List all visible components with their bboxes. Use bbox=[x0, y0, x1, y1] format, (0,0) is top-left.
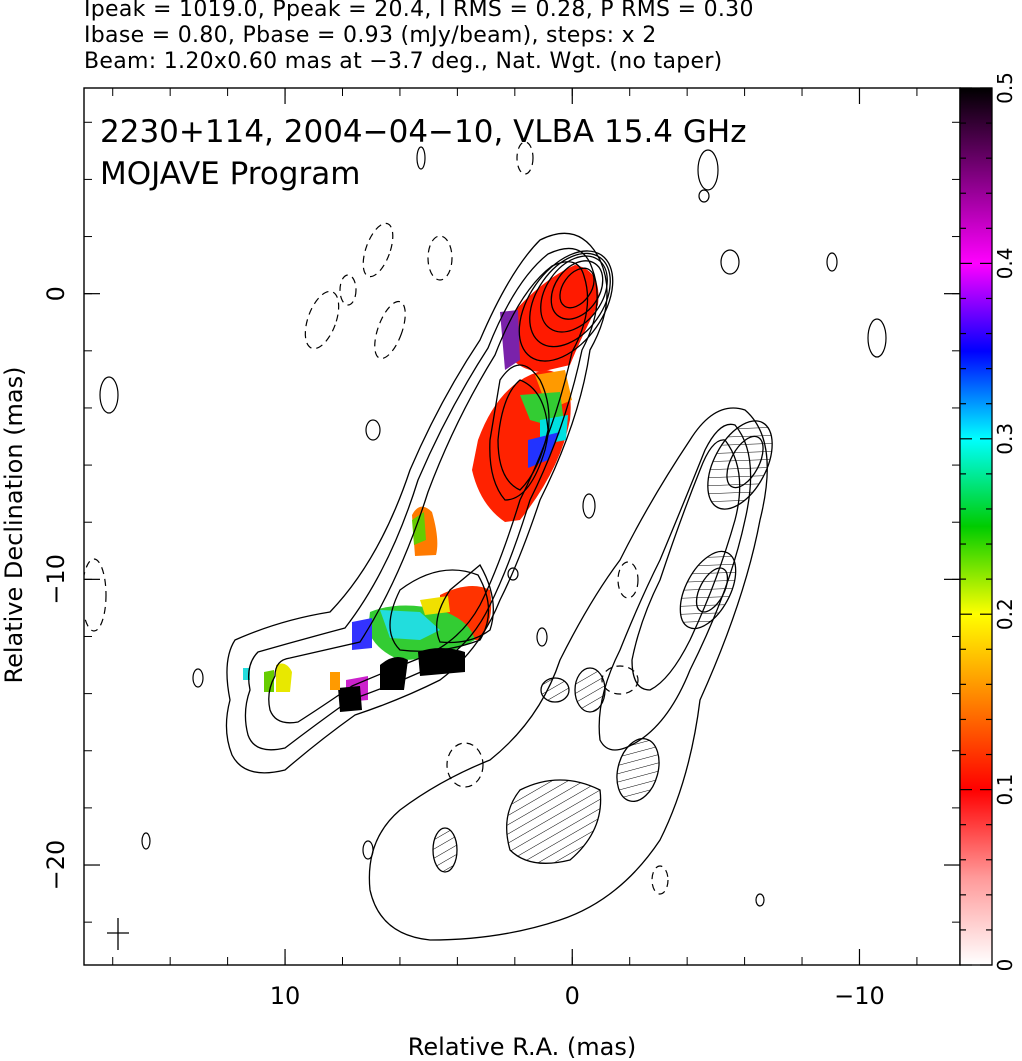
colorbar-tick-label: 0.1 bbox=[993, 774, 1017, 806]
colorbar-tick-label: 0.2 bbox=[993, 598, 1017, 630]
x-tick-label: −10 bbox=[834, 982, 885, 1010]
jet-contour-7 bbox=[389, 569, 490, 652]
core-contour-5 bbox=[518, 250, 614, 362]
colorbar-tick-label: 0.3 bbox=[993, 423, 1017, 455]
outer-jet-orange-knot bbox=[330, 672, 340, 690]
colorbar: 0 0.1 0.2 0.3 0.4 0.5 bbox=[959, 72, 1017, 971]
colorbar-tick-label: 0.5 bbox=[993, 72, 1017, 104]
core-contour-3 bbox=[540, 255, 608, 333]
core-contour-4 bbox=[529, 252, 611, 348]
polarization-color-layer bbox=[243, 265, 599, 712]
x-axis-label: Relative R.A. (mas) bbox=[408, 1033, 636, 1061]
hatched-pol-regions bbox=[433, 420, 773, 872]
beam-cross-marker bbox=[107, 918, 129, 950]
jet-contour-4 bbox=[497, 379, 549, 491]
y-axis-label: Relative Declination (mas) bbox=[0, 366, 28, 683]
major-ticks bbox=[84, 88, 960, 965]
core-contour-2 bbox=[550, 260, 604, 320]
jet-contour-1 bbox=[225, 232, 608, 774]
x-tick-label: 10 bbox=[270, 982, 301, 1010]
pol-contour-3 bbox=[631, 439, 741, 691]
x-tick-label: 0 bbox=[565, 982, 580, 1010]
core-contour-1 bbox=[559, 267, 595, 309]
colorbar-tick-label: 0.4 bbox=[993, 247, 1017, 279]
mid-knot-green bbox=[412, 512, 426, 545]
header-peak-line: Ipeak = 1019.0, Ppeak = 20.4, I RMS = 0.… bbox=[84, 0, 754, 22]
jet-contour-2 bbox=[244, 247, 598, 751]
lower-jet-yellow bbox=[420, 596, 450, 615]
jet-contour-5 bbox=[489, 364, 550, 501]
colorbar-tick-labels: 0 0.1 0.2 0.3 0.4 0.5 bbox=[993, 72, 1017, 971]
intensity-contours bbox=[225, 232, 614, 774]
inner-jet-orange bbox=[535, 370, 572, 410]
header-base-line: Ibase = 0.80, Pbase = 0.93 (mJy/beam), s… bbox=[84, 23, 657, 48]
inner-jet-blue-edge bbox=[528, 432, 560, 468]
header-beam-line: Beam: 1.20x0.60 mas at −3.7 deg., Nat. W… bbox=[84, 49, 723, 74]
jet-contour-3 bbox=[268, 261, 589, 724]
map-content bbox=[84, 141, 887, 941]
chart-title-line2: MOJAVE Program bbox=[100, 156, 360, 192]
y-tick-label: −10 bbox=[42, 554, 70, 605]
pol-contour-outer bbox=[368, 407, 768, 941]
noise-contours bbox=[99, 146, 887, 907]
jet-contour-6 bbox=[436, 564, 494, 644]
inner-jet-purple-edge bbox=[500, 310, 520, 370]
y-tick-label: 0 bbox=[42, 286, 70, 301]
lower-jet-blue bbox=[352, 618, 372, 650]
colorbar-gradient bbox=[959, 87, 993, 966]
colorbar-tick-label: 0 bbox=[993, 959, 1017, 972]
negative-contours bbox=[84, 141, 669, 895]
outer-jet-yellow-knot bbox=[276, 663, 292, 692]
lower-jet-cyan bbox=[380, 610, 440, 640]
colorbar-ticks bbox=[960, 87, 992, 966]
chart-title-line1: 2230+114, 2004−04−10, VLBA 15.4 GHz bbox=[100, 114, 746, 150]
tick-labels: 10 0 −10 0 −10 −20 bbox=[42, 286, 885, 1010]
outer-jet-green-knot bbox=[264, 670, 274, 692]
y-tick-label: −20 bbox=[42, 840, 70, 891]
pol-contour-2 bbox=[598, 423, 752, 751]
